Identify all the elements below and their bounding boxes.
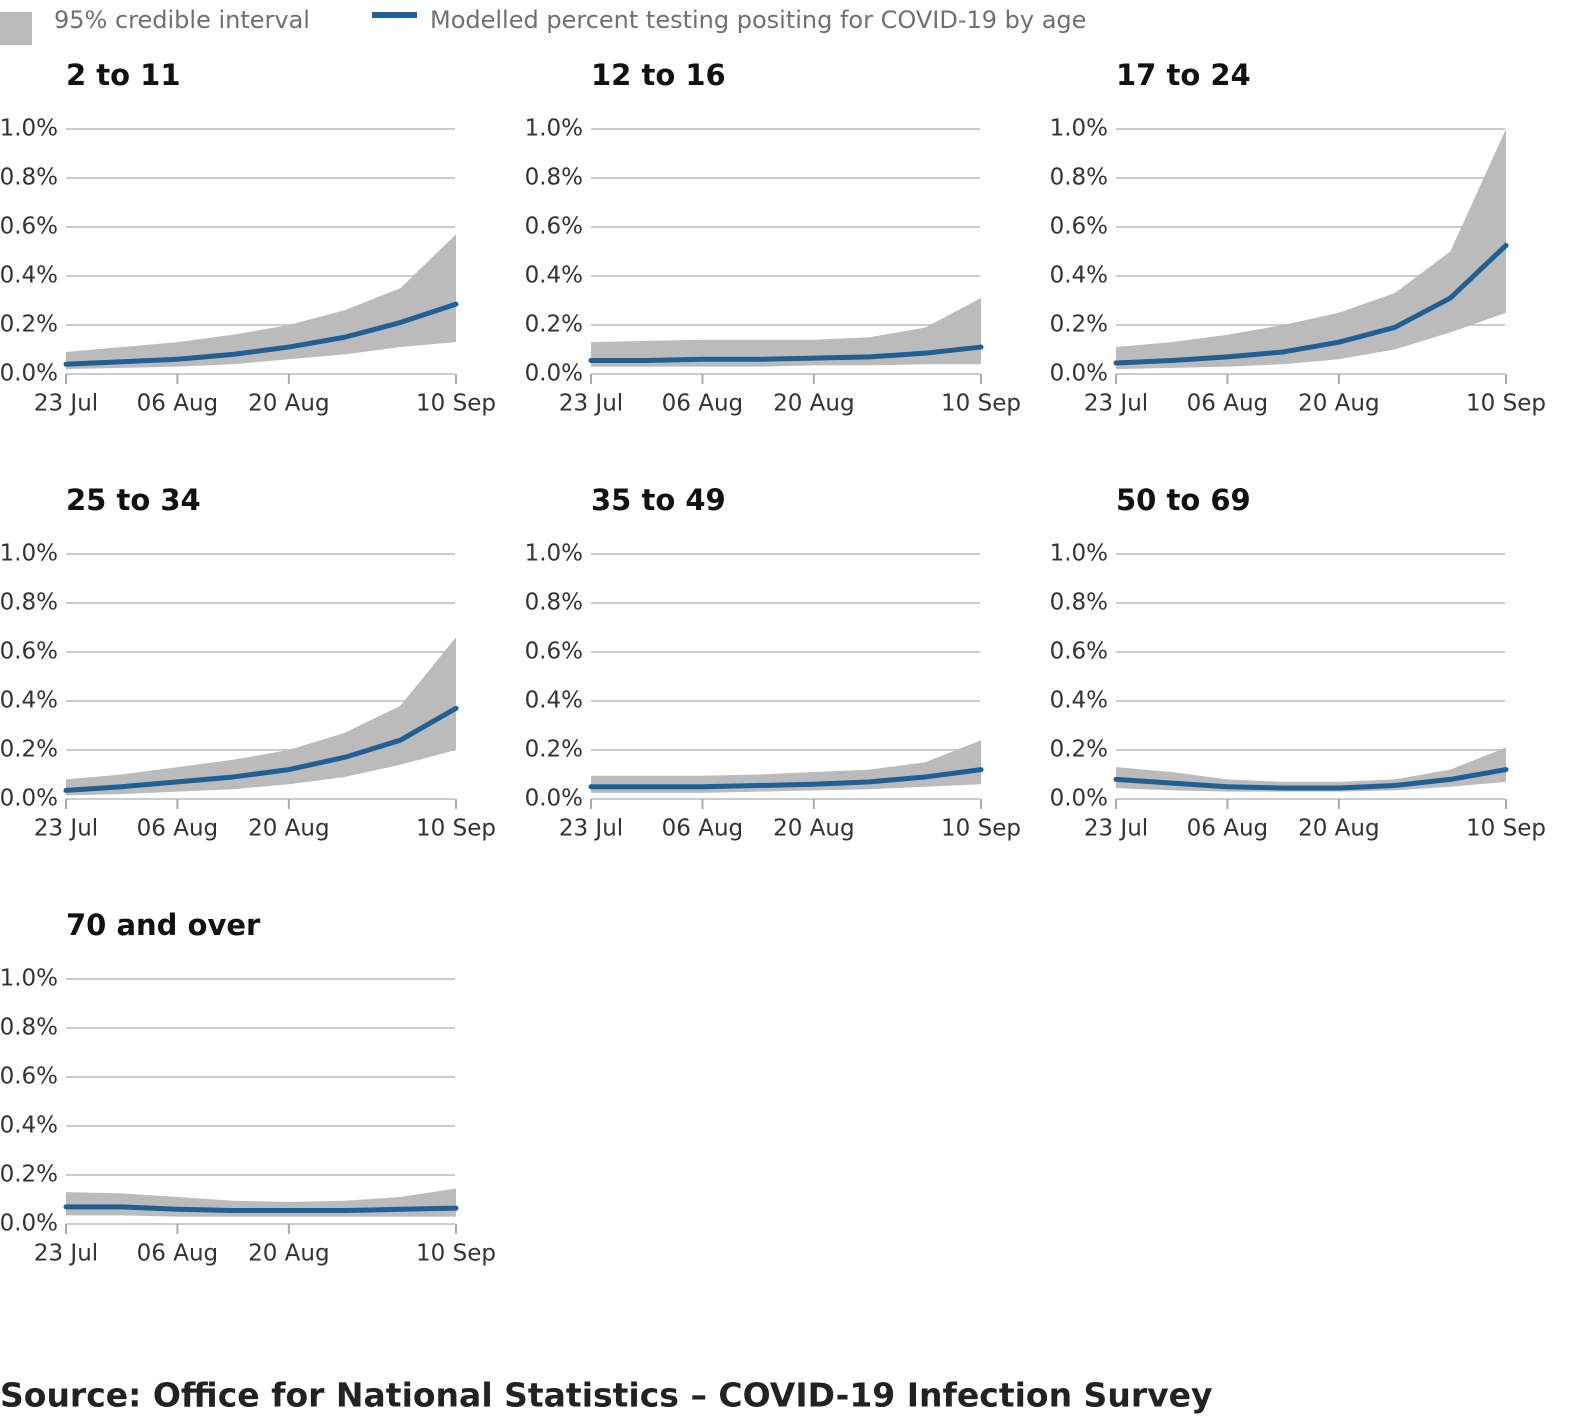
y-tick-label: 0.8% [525,590,583,616]
y-tick-label: 0.0% [1050,786,1108,812]
x-tick-label: 20 Aug [1298,816,1380,842]
x-tick-label: 23 Jul [34,1241,98,1267]
y-tick-label: 0.6% [0,214,58,240]
credible-interval [591,298,981,367]
x-tick-label: 10 Sep [416,1241,496,1267]
x-tick-label: 06 Aug [1187,816,1269,842]
x-tick-label: 06 Aug [137,391,219,417]
y-tick-label: 0.6% [0,639,58,665]
panel-title: 70 and over [66,908,261,942]
y-tick-label: 0.4% [0,688,58,714]
x-tick-label: 10 Sep [416,816,496,842]
x-tick-label: 23 Jul [34,816,98,842]
panel-title: 2 to 11 [66,58,181,92]
y-tick-label: 0.8% [1050,590,1108,616]
x-tick-label: 23 Jul [1084,816,1148,842]
x-tick-label: 06 Aug [137,1241,219,1267]
x-tick-label: 06 Aug [662,816,744,842]
y-tick-label: 0.2% [0,1162,58,1188]
y-tick-label: 0.0% [525,361,583,387]
x-tick-label: 06 Aug [1187,391,1269,417]
y-tick-label: 0.2% [525,737,583,763]
y-tick-label: 1.0% [525,541,583,567]
line [1113,767,1509,791]
panel-title: 35 to 49 [591,483,726,517]
y-tick-label: 0.4% [1050,263,1108,289]
x-tick-label: 06 Aug [662,391,744,417]
y-tick-label: 0.0% [1050,361,1108,387]
y-tick-label: 1.0% [0,116,58,142]
source: Source: Office for National Statistics –… [0,1376,1213,1415]
y-tick-label: 1.0% [525,116,583,142]
y-tick-label: 0.6% [1050,639,1108,665]
x-tick-label: 10 Sep [941,391,1021,417]
panel-title: 12 to 16 [591,58,726,92]
y-tick-label: 0.6% [1050,214,1108,240]
y-tick-label: 0.4% [525,263,583,289]
x-tick-label: 20 Aug [773,816,855,842]
y-tick-label: 1.0% [1050,116,1108,142]
legend-label: Modelled percent testing positing for CO… [430,6,1086,34]
legend-label: 95% credible interval [54,6,310,34]
y-tick-label: 0.8% [1050,165,1108,191]
x-tick-label: 23 Jul [559,391,623,417]
y-tick-label: 0.2% [1050,312,1108,338]
x-tick-label: 23 Jul [34,391,98,417]
credible-interval [1116,129,1506,370]
x-tick-label: 20 Aug [248,1241,330,1267]
line [588,344,984,364]
y-tick-label: 0.2% [0,312,58,338]
line [63,705,459,793]
y-tick-label: 0.8% [525,165,583,191]
line [1113,242,1509,366]
y-tick-label: 1.0% [0,966,58,992]
y-tick-label: 0.0% [525,786,583,812]
y-tick-label: 0.8% [0,1015,58,1041]
x-tick-label: 23 Jul [1084,391,1148,417]
y-tick-label: 1.0% [0,541,58,567]
y-tick-label: 0.6% [525,639,583,665]
y-tick-label: 0.0% [0,361,58,387]
x-tick-label: 10 Sep [1466,816,1546,842]
y-tick-label: 0.2% [1050,737,1108,763]
x-tick-label: 10 Sep [1466,391,1546,417]
y-tick-label: 0.6% [0,1064,58,1090]
x-tick-label: 23 Jul [559,816,623,842]
line [63,1204,459,1214]
y-tick-label: 0.2% [0,737,58,763]
x-tick-label: 20 Aug [773,391,855,417]
y-tick-label: 0.8% [0,590,58,616]
credible-interval [1116,747,1506,792]
y-tick-label: 0.0% [0,1211,58,1237]
legend-swatch [0,12,32,45]
x-tick-label: 20 Aug [1298,391,1380,417]
line [63,301,459,367]
y-tick-label: 0.0% [0,786,58,812]
x-tick-label: 06 Aug [137,816,219,842]
y-tick-label: 0.2% [525,312,583,338]
y-tick-label: 0.4% [1050,688,1108,714]
panel-title: 25 to 34 [66,483,201,517]
y-tick-label: 1.0% [1050,541,1108,567]
y-tick-label: 0.4% [0,1113,58,1139]
x-tick-label: 10 Sep [941,816,1021,842]
y-tick-label: 0.4% [0,263,58,289]
panel-title: 17 to 24 [1116,58,1251,92]
x-tick-label: 20 Aug [248,816,330,842]
y-tick-label: 0.8% [0,165,58,191]
credible-interval [66,637,456,796]
panel-title: 50 to 69 [1116,483,1251,517]
line [588,767,984,790]
y-tick-label: 0.6% [525,214,583,240]
y-tick-label: 0.4% [525,688,583,714]
x-tick-label: 10 Sep [416,391,496,417]
x-tick-label: 20 Aug [248,391,330,417]
